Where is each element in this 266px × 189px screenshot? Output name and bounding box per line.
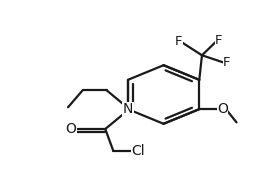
Text: F: F <box>223 56 230 69</box>
Text: F: F <box>215 34 222 47</box>
Text: F: F <box>175 35 182 48</box>
Text: Cl: Cl <box>132 144 145 158</box>
Text: O: O <box>65 122 76 136</box>
Text: N: N <box>123 102 133 116</box>
Text: O: O <box>217 102 228 116</box>
